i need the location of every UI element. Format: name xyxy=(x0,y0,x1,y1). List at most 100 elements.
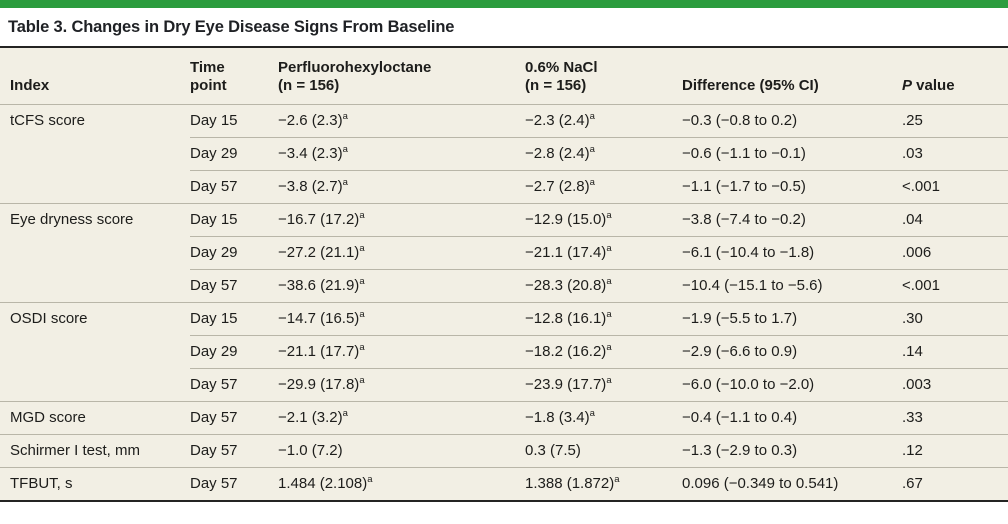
col-header-nacl-line1: 0.6% NaCl xyxy=(525,58,598,76)
cell-difference: −10.4 (−15.1 to −5.6) xyxy=(682,268,902,302)
data-table: Index Time point Perfluorohexyloctane (n… xyxy=(0,48,1008,500)
footnote-marker: a xyxy=(606,210,612,221)
cell-difference: 0.096 (−0.349 to 0.541) xyxy=(682,466,902,500)
cell-p-value: .003 xyxy=(902,367,1008,401)
cell-perfluorohexyloctane: −3.8 (2.7)a xyxy=(278,169,525,203)
table-row: Day 29 −3.4 (2.3)a −2.8 (2.4)a −0.6 (−1.1 t… xyxy=(0,136,1008,170)
cell-perfluorohexyloctane: −2.1 (3.2)a xyxy=(278,400,525,434)
col-header-perfluorohexyloctane: Perfluorohexyloctane (n = 156) xyxy=(278,48,525,104)
cell-index: MGD score xyxy=(0,400,190,434)
table-area: Index Time point Perfluorohexyloctane (n… xyxy=(0,46,1008,502)
table-body: tCFS score Day 15 −2.6 (2.3)a −2.3 (2.4)a −0… xyxy=(0,103,1008,500)
cell-nacl: −2.3 (2.4)a xyxy=(525,103,682,137)
cell-index: Schirmer I test, mm xyxy=(0,433,190,467)
col-header-nacl: 0.6% NaCl (n = 156) xyxy=(525,48,682,104)
cell-perfluorohexyloctane: −2.6 (2.3)a xyxy=(278,103,525,137)
cell-nacl: −1.8 (3.4)a xyxy=(525,400,682,434)
col-header-p-italic: P xyxy=(902,77,913,95)
table-row: tCFS score Day 15 −2.6 (2.3)a −2.3 (2.4)a −0… xyxy=(0,103,1008,203)
header-row: Index Time point Perfluorohexyloctane (n… xyxy=(0,48,1008,104)
cell-nacl: −23.9 (17.7)a xyxy=(525,367,682,401)
cell-nacl: −2.8 (2.4)a xyxy=(525,136,682,170)
footnote-marker: a xyxy=(589,111,595,122)
footnote-marker: a xyxy=(614,474,620,486)
cell-time-point: Day 29 xyxy=(190,136,278,170)
col-header-time-line2: point xyxy=(190,77,227,95)
col-header-index-label: Index xyxy=(10,77,50,95)
table-row: Eye dryness score Day 15 −16.7 (17.2)a −12.… xyxy=(0,202,1008,302)
table-row: Schirmer I test, mm Day 57 −1.0 (7.2) 0.3 (… xyxy=(0,433,1008,467)
cell-difference: −1.3 (−2.9 to 0.3) xyxy=(682,433,902,467)
cell-perfluorohexyloctane: −14.7 (16.5)a xyxy=(278,301,525,335)
cell-time-point: Day 29 xyxy=(190,235,278,269)
cell-nacl: −18.2 (16.2)a xyxy=(525,334,682,368)
footnote-marker: a xyxy=(606,342,612,353)
cell-difference: −0.3 (−0.8 to 0.2) xyxy=(682,103,902,137)
footnote-marker: a xyxy=(589,408,595,419)
cell-p-value: .03 xyxy=(902,136,1008,170)
cell-perfluorohexyloctane: −3.4 (2.3)a xyxy=(278,136,525,170)
cell-perfluorohexyloctane: −38.6 (21.9)a xyxy=(278,268,525,302)
footnote-marker: a xyxy=(606,243,612,254)
col-header-pfho-line2: (n = 156) xyxy=(278,77,340,95)
cell-p-value: .67 xyxy=(902,466,1008,500)
footnote-marker: a xyxy=(342,408,348,419)
col-header-p-value: P value xyxy=(902,48,1008,104)
cell-difference: −1.1 (−1.7 to −0.5) xyxy=(682,169,902,203)
journal-table-page: Table 3. Changes in Dry Eye Disease Sign… xyxy=(0,0,1008,502)
table-row: Day 57 −29.9 (17.8)a −23.9 (17.7)a −6.0 (−1… xyxy=(0,367,1008,401)
footnote-marker: a xyxy=(606,276,612,287)
cell-perfluorohexyloctane: −1.0 (7.2) xyxy=(278,433,525,467)
footnote-marker: a xyxy=(359,375,365,386)
table-title-text: Table 3. Changes in Dry Eye Disease Sign… xyxy=(8,17,455,36)
cell-p-value: .33 xyxy=(902,400,1008,434)
cell-time-point: Day 57 xyxy=(190,433,278,467)
cell-p-value: .12 xyxy=(902,433,1008,467)
cell-p-value: .14 xyxy=(902,334,1008,368)
footnote-marker: a xyxy=(342,177,348,188)
col-header-p-rest: value xyxy=(912,77,955,95)
cell-difference: −6.0 (−10.0 to −2.0) xyxy=(682,367,902,401)
cell-difference: −3.8 (−7.4 to −0.2) xyxy=(682,202,902,236)
cell-p-value: .006 xyxy=(902,235,1008,269)
cell-difference: −1.9 (−5.5 to 1.7) xyxy=(682,301,902,335)
table-row: Day 29 −27.2 (21.1)a −21.1 (17.4)a −6.1 (−1… xyxy=(0,235,1008,269)
cell-nacl: 1.388 (1.872)a xyxy=(525,466,682,500)
footnote-marker: a xyxy=(359,309,365,320)
cell-time-point: Day 15 xyxy=(190,103,278,137)
col-header-time-line1: Time xyxy=(190,58,225,76)
cell-p-value: <.001 xyxy=(902,169,1008,203)
table-title: Table 3. Changes in Dry Eye Disease Sign… xyxy=(0,8,1008,46)
table-row: Day 57 −38.6 (21.9)a −28.3 (20.8)a −10.4 (−… xyxy=(0,268,1008,302)
cell-time-point: Day 15 xyxy=(190,301,278,335)
cell-nacl: −2.7 (2.8)a xyxy=(525,169,682,203)
col-header-difference: Difference (95% CI) xyxy=(682,48,902,104)
cell-perfluorohexyloctane: −16.7 (17.2)a xyxy=(278,202,525,236)
cell-nacl: −28.3 (20.8)a xyxy=(525,268,682,302)
cell-perfluorohexyloctane: −21.1 (17.7)a xyxy=(278,334,525,368)
cell-time-point: Day 57 xyxy=(190,169,278,203)
cell-perfluorohexyloctane: −29.9 (17.8)a xyxy=(278,367,525,401)
col-header-index: Index xyxy=(0,48,190,104)
col-header-difference-label: Difference (95% CI) xyxy=(682,77,819,95)
footnote-marker: a xyxy=(359,342,365,353)
footnote-marker: a xyxy=(606,375,612,386)
cell-p-value: .04 xyxy=(902,202,1008,236)
cell-nacl: −21.1 (17.4)a xyxy=(525,235,682,269)
cell-time-point: Day 57 xyxy=(190,400,278,434)
footnote-marker: a xyxy=(359,210,365,221)
footnote-marker: a xyxy=(367,474,373,486)
cell-p-value: <.001 xyxy=(902,268,1008,302)
cell-difference: −2.9 (−6.6 to 0.9) xyxy=(682,334,902,368)
footnote-marker: a xyxy=(589,177,595,188)
accent-bar xyxy=(0,0,1008,8)
cell-nacl: 0.3 (7.5) xyxy=(525,433,682,467)
footnote-marker: a xyxy=(342,144,348,155)
cell-nacl: −12.9 (15.0)a xyxy=(525,202,682,236)
cell-perfluorohexyloctane: 1.484 (2.108)a xyxy=(278,466,525,500)
col-header-nacl-line2: (n = 156) xyxy=(525,77,587,95)
table-header: Index Time point Perfluorohexyloctane (n… xyxy=(0,48,1008,104)
cell-time-point: Day 57 xyxy=(190,367,278,401)
table-row: TFBUT, s Day 57 1.484 (2.108)a 1.388 (1.872… xyxy=(0,466,1008,500)
cell-time-point: Day 57 xyxy=(190,268,278,302)
